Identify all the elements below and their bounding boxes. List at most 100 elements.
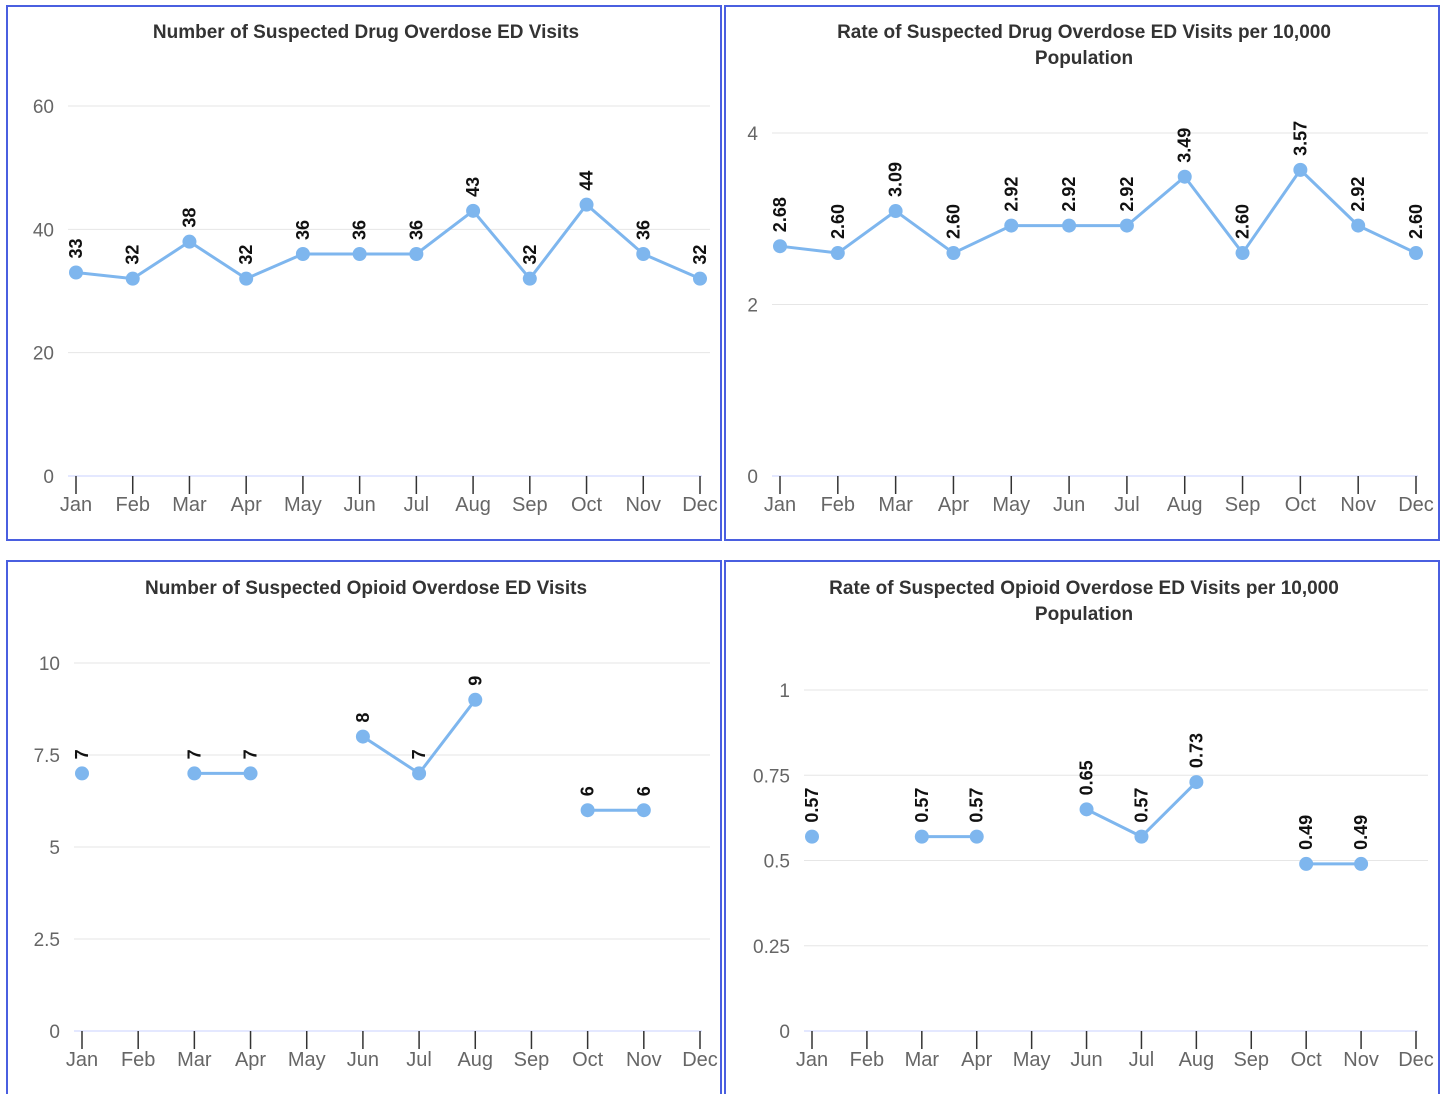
x-tick-label: Nov — [1343, 1049, 1379, 1071]
chart-title-line: Rate of Suspected Drug Overdose ED Visit… — [837, 22, 1331, 43]
data-point[interactable] — [1079, 802, 1094, 817]
x-tick-label: Dec — [1398, 1049, 1434, 1071]
data-point[interactable] — [69, 265, 83, 280]
data-point[interactable] — [888, 204, 903, 219]
x-tick-label: Dec — [682, 1049, 718, 1071]
data-label: 2.92 — [1059, 177, 1079, 212]
data-point[interactable] — [580, 803, 595, 818]
data-point[interactable] — [1004, 218, 1019, 233]
data-label: 2.60 — [943, 204, 963, 239]
data-label: 2.60 — [1233, 204, 1253, 239]
data-point[interactable] — [412, 766, 427, 781]
x-tick-label: Jul — [1129, 1049, 1155, 1071]
x-tick-label: Sep — [514, 1049, 550, 1071]
data-point[interactable] — [1235, 246, 1250, 261]
chart-title: Rate of Suspected Opioid Overdose ED Vis… — [829, 578, 1339, 625]
data-label: 8 — [353, 713, 373, 723]
data-point[interactable] — [243, 766, 258, 781]
data-point[interactable] — [1062, 218, 1077, 233]
x-tick-label: Jan — [796, 1049, 828, 1071]
chart-svg: Number of Suspected Opioid Overdose ED V… — [34, 578, 718, 1071]
data-point[interactable] — [579, 197, 594, 212]
y-tick-label: 60 — [33, 97, 54, 118]
data-label: 43 — [463, 177, 483, 197]
data-point[interactable] — [1134, 829, 1149, 844]
data-point[interactable] — [1177, 169, 1192, 184]
series-line — [779, 168, 1417, 255]
x-tick-label: Sep — [1233, 1049, 1269, 1071]
y-tick-label: 0 — [747, 467, 758, 488]
data-point[interactable] — [522, 271, 537, 286]
x-tick-label: Feb — [821, 494, 855, 516]
data-label: 36 — [633, 220, 653, 240]
data-label: 0.57 — [802, 788, 822, 823]
data-point[interactable] — [805, 829, 819, 844]
data-label: 2.60 — [828, 204, 848, 239]
data-point[interactable] — [295, 247, 310, 261]
chart-title: Rate of Suspected Drug Overdose ED Visit… — [837, 22, 1331, 69]
data-point[interactable] — [914, 829, 929, 844]
data-label: 38 — [179, 208, 199, 228]
data-label: 2.92 — [1117, 177, 1137, 212]
data-point[interactable] — [636, 803, 651, 818]
data-label: 3.09 — [886, 162, 906, 197]
data-point[interactable] — [830, 246, 845, 261]
data-label: 32 — [690, 245, 710, 265]
data-label: 32 — [123, 245, 143, 265]
data-point[interactable] — [187, 766, 202, 781]
data-label: 44 — [577, 171, 597, 191]
x-tick-label: Oct — [572, 1049, 604, 1071]
data-point[interactable] — [466, 203, 481, 218]
chart-svg: Rate of Suspected Opioid Overdose ED Vis… — [753, 578, 1434, 1071]
data-point[interactable] — [1409, 246, 1423, 261]
data-label: 36 — [293, 220, 313, 240]
data-point[interactable] — [182, 234, 197, 249]
y-tick-label: 0 — [779, 1022, 790, 1043]
data-point[interactable] — [946, 246, 961, 261]
data-point[interactable] — [468, 692, 483, 707]
x-tick-label: May — [992, 494, 1030, 516]
chart-title-line: Population — [1035, 604, 1133, 625]
data-label: 36 — [406, 220, 426, 240]
x-tick-label: Feb — [115, 494, 149, 516]
data-point[interactable] — [636, 247, 651, 261]
x-tick-label: May — [288, 1049, 326, 1071]
y-tick-label: 4 — [747, 124, 758, 145]
data-point[interactable] — [693, 271, 707, 286]
data-point[interactable] — [352, 247, 367, 261]
chart-panel-drug-count: Number of Suspected Drug Overdose ED Vis… — [6, 5, 722, 541]
data-label: 7 — [409, 749, 429, 759]
data-label: 33 — [66, 238, 86, 258]
x-tick-label: Jul — [406, 1049, 432, 1071]
data-point[interactable] — [773, 239, 787, 254]
data-point[interactable] — [239, 271, 254, 286]
x-tick-label: Mar — [905, 1049, 940, 1071]
data-point[interactable] — [1299, 856, 1314, 871]
data-point[interactable] — [1351, 218, 1366, 233]
x-tick-label: Mar — [878, 494, 913, 516]
data-point[interactable] — [125, 271, 140, 286]
data-point[interactable] — [969, 829, 984, 844]
x-tick-label: Jan — [60, 494, 92, 516]
series-line — [362, 698, 477, 775]
data-point[interactable] — [355, 729, 370, 744]
data-point[interactable] — [1119, 218, 1134, 233]
data-point[interactable] — [1354, 856, 1369, 871]
data-point[interactable] — [409, 247, 424, 261]
chart-panel-drug-rate: Rate of Suspected Drug Overdose ED Visit… — [724, 5, 1440, 541]
x-tick-label: Jul — [404, 494, 430, 516]
data-point[interactable] — [1189, 775, 1204, 790]
data-label: 0.49 — [1351, 815, 1371, 850]
data-point[interactable] — [1293, 162, 1308, 177]
chart-title: Number of Suspected Drug Overdose ED Vis… — [153, 22, 579, 43]
chart-title-line: Population — [1035, 48, 1133, 69]
x-tick-label: Mar — [177, 1049, 212, 1071]
chart-panel-opioid-rate: Rate of Suspected Opioid Overdose ED Vis… — [724, 560, 1440, 1094]
x-tick-label: May — [284, 494, 322, 516]
y-tick-label: 20 — [33, 344, 54, 365]
x-tick-label: Aug — [457, 1049, 493, 1071]
data-point[interactable] — [75, 766, 89, 781]
x-tick-label: Aug — [455, 494, 491, 516]
x-tick-label: Oct — [571, 494, 603, 516]
x-tick-label: Jun — [344, 494, 376, 516]
